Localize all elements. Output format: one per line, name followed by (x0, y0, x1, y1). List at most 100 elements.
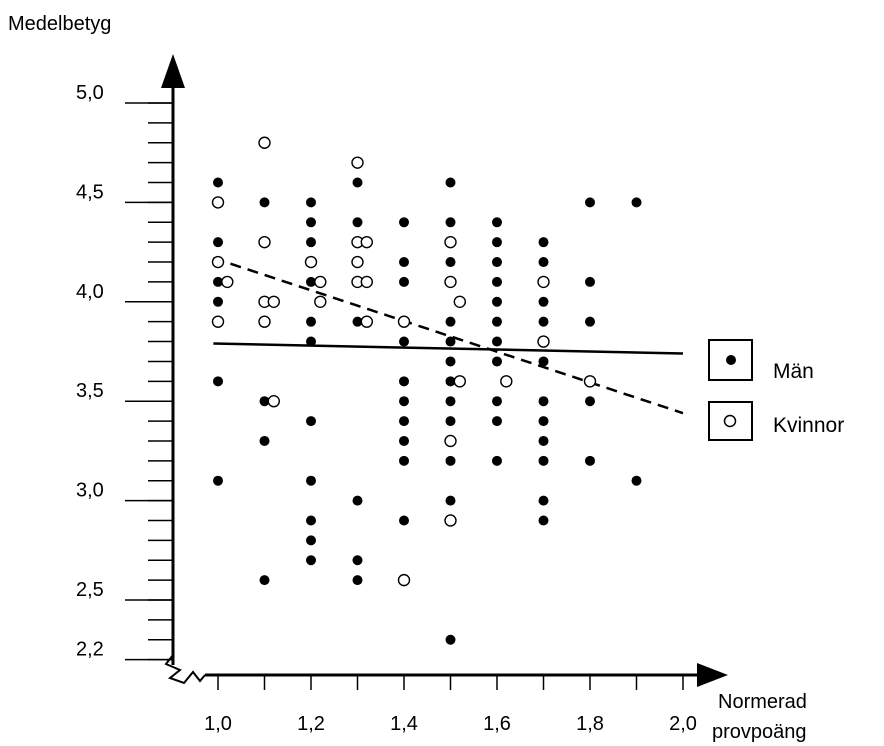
data-point-man (306, 217, 316, 228)
data-point-man (538, 316, 549, 327)
x-tick-label: 1,2 (297, 713, 325, 735)
data-point-kvinnor (583, 375, 597, 388)
data-point-man (399, 217, 409, 228)
data-point-man (585, 197, 595, 208)
y-tick-label: 4,5 (76, 181, 104, 203)
data-point-man (445, 316, 456, 327)
data-point-man (352, 495, 363, 506)
data-point-man (213, 276, 223, 287)
data-point-man (492, 356, 502, 367)
y-tick-label: 2,5 (76, 579, 104, 601)
data-point-man (399, 257, 409, 268)
data-point-man (538, 515, 549, 526)
data-point-man (492, 455, 502, 466)
data-point-man (492, 316, 502, 327)
data-point-kvinnor (304, 255, 318, 269)
data-point-kvinnor (314, 295, 327, 308)
x-axis-arrow (697, 663, 728, 687)
data-point-kvinnor (444, 514, 457, 527)
x-axis-title-line1: Normerad (718, 691, 807, 713)
data-point-man (631, 197, 642, 208)
data-point-kvinnor (537, 275, 550, 289)
data-point-kvinnor (444, 275, 457, 289)
data-point-kvinnor (258, 315, 271, 328)
data-point-kvinnor (360, 275, 373, 289)
data-point-kvinnor (444, 434, 457, 448)
data-point-man (492, 296, 502, 307)
data-point-man (492, 336, 502, 347)
data-point-man (445, 257, 456, 268)
data-point-man (306, 555, 316, 566)
data-point-man (306, 197, 316, 208)
data-point-man (399, 416, 409, 427)
data-point-kvinnor (537, 335, 550, 348)
data-point-man (445, 376, 456, 387)
data-point-man (259, 435, 270, 446)
data-point-kvinnor (267, 295, 280, 308)
y-tick-label: 5,0 (76, 82, 104, 104)
y-axis-arrow (161, 54, 185, 88)
data-point-man (445, 177, 456, 188)
axis-break-mark (164, 654, 206, 685)
data-point-kvinnor (453, 295, 466, 308)
data-point-man (538, 296, 549, 307)
data-point-man (306, 535, 316, 546)
x-axis-title-line2: provpoäng (712, 721, 807, 743)
data-point-man (492, 416, 502, 427)
data-point-man (352, 575, 363, 586)
trend-line-kvinnor-dashed (212, 256, 684, 415)
trend-lines (212, 256, 684, 415)
legend-swatch-box-kvinnor (708, 401, 753, 441)
data-point-man (306, 475, 316, 486)
data-point-man (213, 177, 223, 188)
data-point-man (538, 495, 549, 506)
data-point-man (399, 396, 409, 407)
data-point-man (306, 237, 316, 248)
data-point-man (445, 336, 456, 347)
data-point-man (259, 396, 270, 407)
y-tick-label: 3,5 (76, 380, 104, 402)
x-tick-label: 2,0 (669, 713, 697, 735)
x-tick-label: 1,0 (204, 713, 232, 735)
data-point-kvinnor (444, 235, 457, 249)
data-point-man (399, 515, 409, 526)
data-point-man (585, 396, 595, 407)
data-point-man (259, 197, 270, 208)
data-point-kvinnor (360, 235, 373, 249)
data-point-kvinnor (500, 375, 513, 388)
y-axis-ticks: 5,0 4,5 4,0 3,5 3,0 2,5 2,2 (76, 82, 173, 661)
data-point-kvinnor (211, 315, 225, 328)
data-point-man (631, 475, 642, 486)
data-point-kvinnor (397, 315, 411, 328)
legend-label-kvinnor: Kvinnor (773, 414, 844, 437)
data-point-man (445, 495, 456, 506)
data-point-man (399, 276, 409, 287)
y-tick-label: 2,2 (76, 639, 104, 661)
data-point-man (585, 455, 595, 466)
data-point-kvinnor (397, 573, 411, 587)
x-tick-label: 1,8 (576, 713, 604, 735)
data-point-man (492, 276, 502, 287)
data-point-kvinnor (351, 156, 364, 169)
trend-line-man-solid (213, 342, 684, 355)
data-point-man (259, 575, 270, 586)
legend-label-man: Män (773, 360, 814, 383)
data-point-man (399, 455, 409, 466)
data-point-kvinnor (211, 196, 225, 209)
data-point-man (213, 376, 223, 387)
data-point-man (352, 217, 363, 228)
x-tick-label: 1,6 (483, 713, 511, 735)
data-point-man (306, 416, 316, 427)
data-point-man (445, 217, 456, 228)
data-point-kvinnor (267, 395, 280, 408)
data-point-man (445, 455, 456, 466)
data-point-man (213, 475, 223, 486)
data-point-man (585, 276, 595, 287)
y-tick-label: 3,0 (76, 480, 104, 502)
data-point-kvinnor (211, 255, 225, 269)
data-point-man (492, 217, 502, 228)
data-point-man (352, 177, 363, 188)
data-point-kvinnor (314, 275, 327, 289)
data-point-man (213, 296, 223, 307)
data-point-man (445, 356, 456, 367)
